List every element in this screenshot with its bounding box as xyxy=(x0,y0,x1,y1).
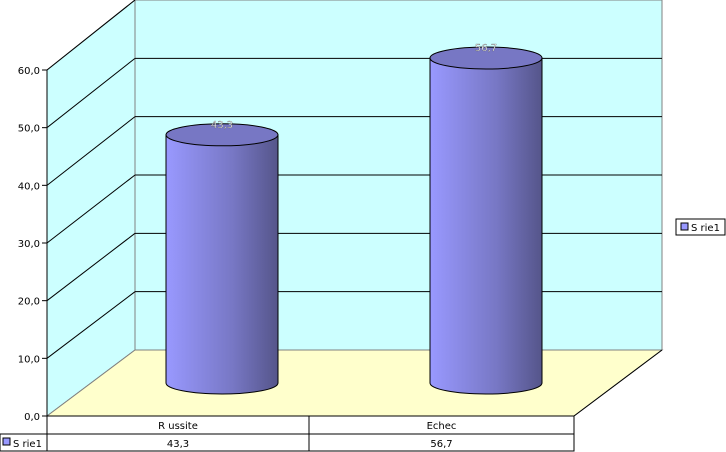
data-label: 43,3 xyxy=(211,120,233,131)
gridline-side xyxy=(46,291,136,359)
y-tick-label: 0,0 xyxy=(24,412,40,423)
gridline-side xyxy=(46,174,136,244)
category-label: Echec xyxy=(427,421,457,432)
bar-top xyxy=(429,46,543,70)
gridline-side xyxy=(46,232,136,302)
gridline-side xyxy=(46,0,136,71)
bar-cylinder xyxy=(165,134,279,395)
bar-top xyxy=(165,123,279,147)
side-wall xyxy=(46,0,136,417)
y-tick-label: 50,0 xyxy=(18,124,40,135)
table-legend-swatch xyxy=(2,437,11,446)
y-tick-label: 40,0 xyxy=(18,181,40,192)
legend-swatch xyxy=(680,222,689,231)
bar-cylinder xyxy=(429,57,543,395)
y-tick-label: 60,0 xyxy=(18,66,40,77)
floor xyxy=(45,349,664,417)
table-value: 43,3 xyxy=(167,439,189,450)
y-tick-label: 10,0 xyxy=(18,354,40,365)
data-label: 56,7 xyxy=(475,43,497,54)
y-tick-label: 20,0 xyxy=(18,297,40,308)
table-series-name: S rie1 xyxy=(13,439,42,450)
floor-edge xyxy=(573,349,663,417)
table-data-row xyxy=(0,433,575,452)
gridline-side xyxy=(46,57,136,129)
category-label: R ussite xyxy=(158,421,198,432)
legend-label: S rie1 xyxy=(691,223,720,234)
table-header-row xyxy=(46,415,575,435)
gridline-side xyxy=(46,116,136,186)
y-tick-label: 30,0 xyxy=(18,239,40,250)
table-value: 56,7 xyxy=(430,439,452,450)
